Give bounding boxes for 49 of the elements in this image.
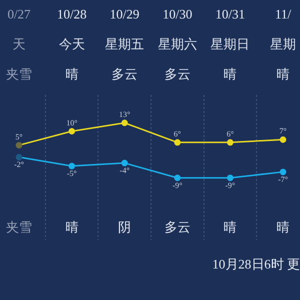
text: 10月28日6时 更 — [212, 256, 300, 272]
point — [174, 174, 181, 182]
text: 星期五 — [105, 36, 144, 52]
point — [68, 128, 76, 134]
data-label: -9° — [172, 180, 182, 190]
data-label: 7° — [279, 126, 287, 136]
text: 晴 — [65, 66, 78, 82]
text: 多云 — [112, 66, 138, 82]
x-tick-label: 10/31 — [215, 6, 246, 22]
point — [226, 139, 234, 146]
data-label: 5° — [15, 132, 23, 142]
text: 晴 — [276, 66, 290, 82]
annotation: 晴 — [224, 219, 237, 234]
x-tick-label: 0/27 — [7, 6, 32, 22]
x-tick-label: 10/28 — [56, 6, 87, 22]
text: 星期日 — [210, 36, 250, 52]
point — [280, 136, 286, 143]
text: 星期 — [270, 36, 296, 52]
point — [16, 142, 22, 148]
x-tick-label: 11/ — [274, 6, 292, 22]
x-tick-label: 10/30 — [162, 6, 192, 22]
data-label: -7° — [278, 175, 288, 184]
annotation: 晴 — [276, 219, 290, 234]
text: 星期六 — [158, 36, 197, 52]
text: 多云 — [164, 66, 190, 82]
point — [226, 174, 234, 182]
annotation: 多云 — [164, 219, 190, 234]
point — [121, 120, 128, 126]
point — [121, 160, 128, 166]
text: 天 — [12, 36, 26, 52]
annotation: 夹雪 — [6, 219, 32, 234]
point — [174, 139, 181, 146]
text: 夹雪 — [6, 66, 32, 82]
annotation: 阴 — [118, 219, 132, 234]
data-label: 6° — [174, 130, 181, 138]
text: 晴 — [224, 66, 237, 82]
data-label: -5° — [66, 169, 77, 178]
data-label: 10° — [66, 118, 78, 128]
point — [280, 168, 286, 176]
data-label: -9° — [225, 180, 236, 190]
point — [68, 162, 76, 170]
text: 今天 — [58, 36, 85, 52]
x-tick-label: 10/29 — [110, 6, 140, 22]
data-label: -2° — [14, 160, 24, 170]
data-label: 6° — [226, 130, 234, 138]
data-label: 13° — [119, 110, 130, 119]
point — [16, 154, 22, 160]
data-label: -4° — [120, 166, 130, 176]
annotation: 晴 — [65, 219, 78, 234]
